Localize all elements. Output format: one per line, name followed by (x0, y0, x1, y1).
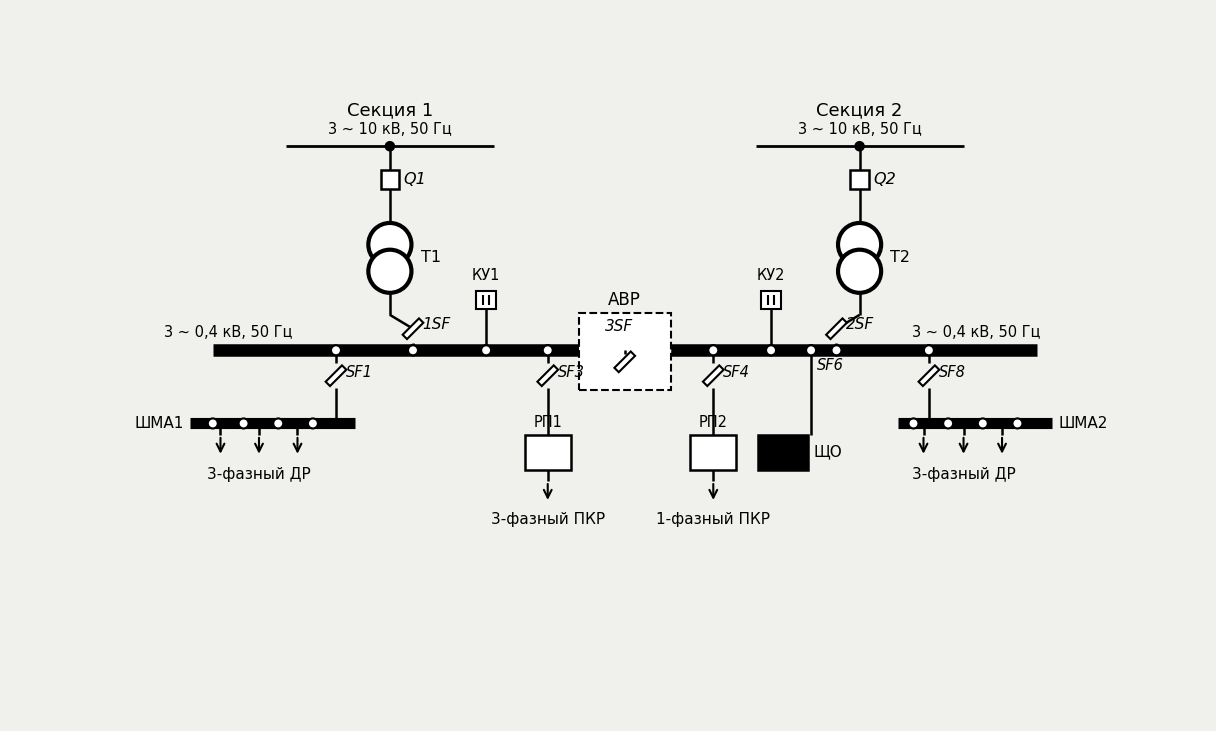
Text: АВР: АВР (608, 291, 641, 308)
Circle shape (832, 345, 841, 355)
Circle shape (838, 223, 882, 266)
Circle shape (978, 418, 987, 428)
Text: SF1: SF1 (347, 365, 373, 380)
Bar (326, 366, 347, 386)
Bar (826, 319, 846, 339)
Circle shape (924, 345, 934, 355)
Circle shape (838, 250, 882, 293)
Circle shape (409, 345, 418, 355)
Circle shape (1013, 418, 1023, 428)
Text: SF6: SF6 (817, 358, 844, 373)
Circle shape (274, 418, 283, 428)
Circle shape (708, 345, 719, 355)
Text: 3 ~ 0,4 кВ, 50 Гц: 3 ~ 0,4 кВ, 50 Гц (164, 325, 293, 339)
Bar (579, 314, 671, 390)
Circle shape (385, 142, 394, 151)
Circle shape (208, 418, 218, 428)
Circle shape (308, 418, 317, 428)
Text: Секция 1: Секция 1 (347, 102, 433, 120)
Text: 3 ~ 0,4 кВ, 50 Гц: 3 ~ 0,4 кВ, 50 Гц (912, 325, 1041, 339)
Circle shape (238, 418, 248, 428)
Circle shape (708, 345, 719, 355)
Circle shape (806, 345, 816, 355)
Circle shape (944, 418, 953, 428)
Text: ЩО: ЩО (814, 445, 843, 460)
Text: T1: T1 (421, 251, 441, 265)
Text: РП1: РП1 (534, 415, 562, 431)
Text: Секция 2: Секция 2 (816, 102, 902, 120)
Text: 3-фазный ПКР: 3-фазный ПКР (491, 512, 604, 527)
Text: ШМА2: ШМА2 (1058, 416, 1108, 431)
Bar (761, 291, 781, 309)
Circle shape (482, 345, 491, 355)
Bar (850, 170, 868, 189)
Bar (918, 366, 939, 386)
Bar (691, 435, 737, 469)
Text: Q1: Q1 (404, 172, 427, 187)
Bar (381, 170, 399, 189)
Circle shape (806, 345, 816, 355)
Text: 1-фазный ПКР: 1-фазный ПКР (657, 512, 770, 527)
Text: КУ1: КУ1 (472, 268, 500, 284)
Text: SF3: SF3 (558, 365, 585, 380)
Text: 2SF: 2SF (846, 317, 874, 332)
Circle shape (832, 345, 841, 355)
Circle shape (368, 250, 411, 293)
Bar (703, 366, 724, 386)
Text: 3 ~ 10 кВ, 50 Гц: 3 ~ 10 кВ, 50 Гц (798, 122, 922, 137)
Text: ШМА1: ШМА1 (134, 416, 184, 431)
Circle shape (766, 345, 776, 355)
Text: 3 ~ 10 кВ, 50 Гц: 3 ~ 10 кВ, 50 Гц (328, 122, 452, 137)
Text: SF4: SF4 (724, 365, 750, 380)
Circle shape (542, 345, 553, 355)
Circle shape (331, 345, 340, 355)
Text: 3-фазный ДР: 3-фазный ДР (912, 466, 1015, 482)
Circle shape (924, 345, 934, 355)
Circle shape (409, 345, 418, 355)
Text: РП2: РП2 (699, 415, 728, 431)
Circle shape (908, 418, 918, 428)
Circle shape (368, 223, 411, 266)
Bar (477, 291, 496, 309)
Circle shape (766, 345, 776, 355)
Text: 1SF: 1SF (422, 317, 450, 332)
Bar (537, 366, 558, 386)
Text: Q2: Q2 (873, 172, 896, 187)
Bar (524, 435, 570, 469)
Text: 3-фазный ДР: 3-фазный ДР (207, 466, 311, 482)
Circle shape (482, 345, 491, 355)
Text: T2: T2 (890, 251, 911, 265)
Text: SF8: SF8 (939, 365, 966, 380)
Text: 3SF: 3SF (604, 319, 632, 335)
Bar (614, 352, 635, 372)
Bar (758, 435, 807, 469)
Bar (402, 319, 423, 339)
Text: КУ2: КУ2 (756, 268, 786, 284)
Circle shape (542, 345, 553, 355)
Circle shape (855, 142, 863, 151)
